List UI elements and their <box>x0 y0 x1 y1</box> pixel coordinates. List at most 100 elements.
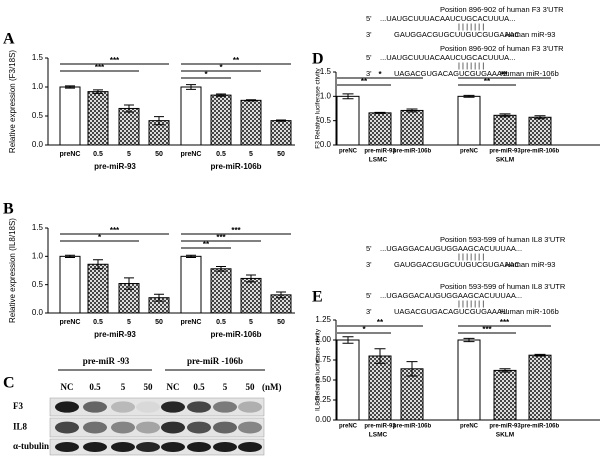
x-tick-label: pre-miR-106b <box>521 424 560 430</box>
y-tick-label: 0.0 <box>32 140 44 149</box>
group-label: SKLM <box>496 157 514 164</box>
error-bar <box>186 254 196 258</box>
x-tick-label: 50 <box>155 151 163 158</box>
x-tick-label: 50 <box>277 319 285 326</box>
error-bar <box>342 93 354 100</box>
x-tick-label: pre-miR-106b <box>393 424 432 430</box>
x-tick-label: 0.5 <box>93 319 103 326</box>
lane-label: 0.5 <box>193 382 205 392</box>
x-tick-label: pre-miR-93 <box>364 149 396 155</box>
blot-band <box>55 421 79 434</box>
blot-band <box>83 401 107 413</box>
x-tick-label: 0.5 <box>93 151 103 158</box>
error-bar <box>534 115 546 120</box>
error-bar <box>406 108 418 113</box>
lane-label: 0.5 <box>89 382 101 392</box>
blot-band <box>83 442 107 452</box>
blot-band <box>111 421 135 434</box>
significance-label: *** <box>216 233 226 242</box>
y-tick-label: 1.0 <box>320 91 332 100</box>
alignment-title: Position 896-902 of human F3 3'UTR <box>440 44 564 53</box>
error-bar <box>186 84 196 90</box>
significance-label: *** <box>110 226 120 235</box>
panel-letter: E <box>312 289 323 306</box>
blot-row-label: IL8 <box>13 422 28 432</box>
alignment-title: Position 896-902 of human F3 3'UTR <box>440 5 564 14</box>
bar <box>336 339 360 421</box>
significance-label: *** <box>482 325 492 334</box>
lane-label: NC <box>61 382 74 392</box>
bar <box>400 109 424 146</box>
blot-band <box>136 421 160 434</box>
error-bar <box>342 336 354 344</box>
five-prime-end: 5' <box>366 244 372 253</box>
error-bar <box>65 85 75 89</box>
bar <box>457 95 481 146</box>
significance-label: *** <box>500 318 510 327</box>
lane-label: 5 <box>223 382 228 392</box>
x-tick-label: 50 <box>277 151 285 158</box>
blot-band <box>213 442 237 452</box>
bar <box>210 268 232 314</box>
y-tick-label: 0.50 <box>315 375 331 384</box>
bar <box>368 112 392 146</box>
blot-band <box>136 401 160 413</box>
x-tick-label: preNC <box>59 319 80 326</box>
group-label: LSMC <box>369 157 388 164</box>
x-tick-label: pre-miR-93 <box>489 424 521 430</box>
five-prime-end: 5' <box>366 14 372 23</box>
error-bar <box>463 337 475 343</box>
error-bar <box>534 353 546 357</box>
bar <box>59 86 81 146</box>
y-tick-label: 1.0 <box>32 82 44 91</box>
blot-band <box>111 442 135 452</box>
significance-label: *** <box>110 56 120 65</box>
bar <box>528 354 552 421</box>
error-bar <box>154 116 164 126</box>
y-tick-label: 0.75 <box>315 355 331 364</box>
group-label: pre-miR-93 <box>94 162 136 171</box>
lane-label: 5 <box>121 382 126 392</box>
blot-band <box>238 442 262 452</box>
bar <box>180 255 202 314</box>
lane-label: 50 <box>246 382 256 392</box>
blot-band <box>213 401 237 413</box>
bar <box>118 107 140 146</box>
significance-label: * <box>362 325 366 334</box>
group-label: pre-miR-106b <box>210 162 261 171</box>
blot-band <box>187 401 211 413</box>
bar <box>368 355 392 421</box>
alignment-title: Position 593-599 of human IL8 3'UTR <box>440 235 566 244</box>
significance-label: ** <box>501 70 508 79</box>
blot-band <box>238 421 262 434</box>
mirna-sequence: GAUGGACGUGCUUGUCGUGAAAC <box>394 30 520 39</box>
significance-label: ** <box>377 318 384 327</box>
lane-label: 50 <box>144 382 154 392</box>
bar <box>240 277 262 314</box>
three-prime-end: 3' <box>366 307 372 316</box>
y-axis-label: F3 Relative luciferase ctivity <box>315 67 322 148</box>
significance-label: * <box>378 70 382 79</box>
y-tick-label: 0.5 <box>32 111 44 120</box>
bar <box>493 114 517 146</box>
blot-band <box>55 442 79 452</box>
bar <box>240 99 262 146</box>
error-bar <box>374 348 386 364</box>
x-tick-label: preNC <box>339 424 358 430</box>
blot-band <box>55 401 79 413</box>
unit-label: (nM) <box>262 382 282 392</box>
blot-group-label: pre-miR -106b <box>187 356 243 366</box>
x-tick-label: pre-miR-106b <box>393 149 432 155</box>
bar <box>336 95 360 146</box>
blot-group-label: pre-miR -93 <box>83 356 130 366</box>
panel-letter: C <box>3 375 15 392</box>
y-tick-label: 1.5 <box>320 67 332 76</box>
blot-band <box>161 442 185 452</box>
bar <box>457 339 481 421</box>
significance-label: * <box>204 70 208 79</box>
panel-letter: A <box>3 31 15 48</box>
x-tick-label: preNC <box>180 151 201 158</box>
five-prime-end: 5' <box>366 291 372 300</box>
panel-letter: D <box>312 51 324 68</box>
y-tick-label: 1.5 <box>32 53 44 62</box>
